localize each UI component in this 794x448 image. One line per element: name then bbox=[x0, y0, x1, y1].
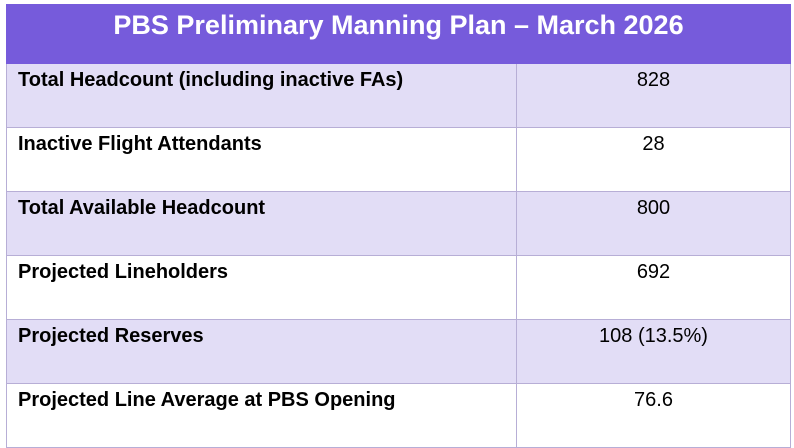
row-value: 28 bbox=[516, 127, 791, 192]
table-row-lineholders: Projected Lineholders 692 bbox=[6, 255, 791, 320]
row-value: 828 bbox=[516, 63, 791, 128]
row-label: Total Headcount (including inactive FAs) bbox=[6, 63, 517, 128]
table-row-total-headcount: Total Headcount (including inactive FAs)… bbox=[6, 63, 791, 128]
row-label: Projected Reserves bbox=[6, 319, 517, 384]
row-label: Total Available Headcount bbox=[6, 191, 517, 256]
table-row-available-headcount: Total Available Headcount 800 bbox=[6, 191, 791, 256]
table-row-reserves: Projected Reserves 108 (13.5%) bbox=[6, 319, 791, 384]
row-value: 76.6 bbox=[516, 383, 791, 448]
row-value: 108 (13.5%) bbox=[516, 319, 791, 384]
row-label: Projected Line Average at PBS Opening bbox=[6, 383, 517, 448]
table-header-row: PBS Preliminary Manning Plan – March 202… bbox=[6, 4, 791, 64]
row-value: 692 bbox=[516, 255, 791, 320]
manning-plan-table: PBS Preliminary Manning Plan – March 202… bbox=[6, 4, 791, 448]
manning-plan-table-container: PBS Preliminary Manning Plan – March 202… bbox=[6, 4, 791, 448]
table-title: PBS Preliminary Manning Plan – March 202… bbox=[6, 4, 791, 64]
row-label: Projected Lineholders bbox=[6, 255, 517, 320]
table-row-line-average: Projected Line Average at PBS Opening 76… bbox=[6, 383, 791, 448]
row-value: 800 bbox=[516, 191, 791, 256]
row-label: Inactive Flight Attendants bbox=[6, 127, 517, 192]
table-row-inactive-fas: Inactive Flight Attendants 28 bbox=[6, 127, 791, 192]
